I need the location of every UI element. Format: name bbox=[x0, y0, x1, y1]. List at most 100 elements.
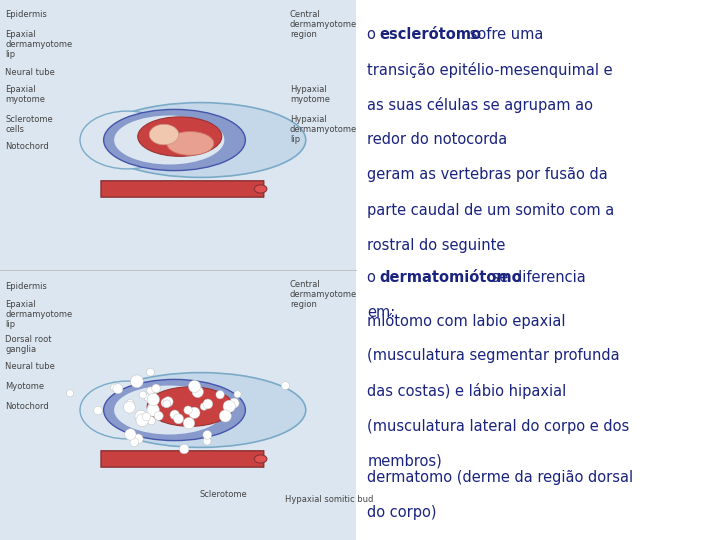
Circle shape bbox=[216, 390, 225, 399]
Text: (musculatura lateral do corpo e dos: (musculatura lateral do corpo e dos bbox=[367, 418, 629, 434]
Circle shape bbox=[154, 411, 163, 421]
Circle shape bbox=[203, 430, 212, 440]
Text: Epidermis: Epidermis bbox=[5, 10, 47, 19]
Text: do corpo): do corpo) bbox=[367, 505, 437, 520]
Circle shape bbox=[152, 384, 161, 393]
Ellipse shape bbox=[104, 380, 246, 441]
Text: Epaxial
dermamyotome
lip: Epaxial dermamyotome lip bbox=[5, 300, 72, 329]
Circle shape bbox=[124, 401, 135, 413]
Text: se diferencia: se diferencia bbox=[487, 270, 586, 285]
Text: transição epitélio-mesenquimal e: transição epitélio-mesenquimal e bbox=[367, 62, 613, 78]
Ellipse shape bbox=[138, 117, 222, 156]
Text: as suas células se agrupam ao: as suas células se agrupam ao bbox=[367, 97, 593, 113]
Text: parte caudal de um somito com a: parte caudal de um somito com a bbox=[367, 202, 614, 218]
Circle shape bbox=[192, 386, 204, 397]
Ellipse shape bbox=[166, 132, 214, 156]
Text: Epaxial
dermamyotome
lip: Epaxial dermamyotome lip bbox=[5, 30, 72, 59]
Text: o: o bbox=[367, 270, 381, 285]
Circle shape bbox=[133, 434, 143, 444]
Text: Sclerotome
cells: Sclerotome cells bbox=[5, 115, 53, 134]
Circle shape bbox=[148, 417, 156, 425]
Bar bbox=[0, 0, 356, 540]
Ellipse shape bbox=[114, 386, 225, 435]
Text: membros): membros) bbox=[367, 454, 442, 469]
Text: miótomo com labio epaxial: miótomo com labio epaxial bbox=[367, 313, 566, 329]
Ellipse shape bbox=[254, 185, 267, 193]
Circle shape bbox=[200, 403, 208, 410]
Ellipse shape bbox=[80, 381, 174, 439]
Circle shape bbox=[161, 398, 171, 408]
Text: Neural tube: Neural tube bbox=[5, 362, 55, 371]
Text: das costas) e lábio hipaxial: das costas) e lábio hipaxial bbox=[367, 383, 567, 400]
Circle shape bbox=[94, 406, 102, 415]
Circle shape bbox=[163, 397, 173, 407]
Circle shape bbox=[189, 407, 200, 419]
Circle shape bbox=[282, 382, 289, 390]
Ellipse shape bbox=[80, 111, 174, 169]
Circle shape bbox=[147, 393, 160, 406]
Text: em:: em: bbox=[367, 305, 395, 320]
Circle shape bbox=[219, 410, 231, 422]
Circle shape bbox=[113, 384, 123, 394]
Ellipse shape bbox=[104, 110, 246, 171]
Text: sofre uma: sofre uma bbox=[465, 27, 544, 42]
Text: rostral do seguinte: rostral do seguinte bbox=[367, 238, 505, 253]
Ellipse shape bbox=[114, 116, 225, 165]
Circle shape bbox=[139, 391, 147, 399]
Text: o: o bbox=[367, 27, 381, 42]
Text: dermatomiótomo: dermatomiótomo bbox=[379, 270, 522, 285]
Ellipse shape bbox=[96, 103, 306, 178]
Text: Central
dermamyotome
region: Central dermamyotome region bbox=[290, 10, 357, 39]
Circle shape bbox=[174, 414, 184, 424]
Text: geram as vertebras por fusão da: geram as vertebras por fusão da bbox=[367, 167, 608, 183]
Text: Epaxial
myotome: Epaxial myotome bbox=[5, 85, 45, 104]
Circle shape bbox=[126, 400, 134, 408]
Bar bbox=[356, 0, 720, 540]
FancyBboxPatch shape bbox=[101, 181, 264, 197]
Circle shape bbox=[66, 390, 73, 397]
Circle shape bbox=[144, 394, 151, 401]
Text: Sclerotome: Sclerotome bbox=[200, 490, 248, 499]
Circle shape bbox=[130, 375, 143, 388]
Text: Central
dermamyotome
region: Central dermamyotome region bbox=[290, 280, 357, 309]
Text: dermatomo (derme da região dorsal: dermatomo (derme da região dorsal bbox=[367, 470, 634, 485]
Circle shape bbox=[147, 404, 159, 416]
Circle shape bbox=[111, 384, 118, 392]
Ellipse shape bbox=[149, 124, 179, 145]
Text: esclerótomo: esclerótomo bbox=[379, 27, 481, 42]
Circle shape bbox=[143, 413, 150, 421]
Circle shape bbox=[125, 429, 136, 440]
Circle shape bbox=[229, 398, 239, 408]
Text: Myotome: Myotome bbox=[5, 382, 44, 391]
Circle shape bbox=[163, 400, 171, 408]
Circle shape bbox=[179, 444, 189, 454]
Text: Notochord: Notochord bbox=[5, 402, 49, 411]
Circle shape bbox=[183, 417, 194, 429]
Circle shape bbox=[203, 437, 211, 445]
Circle shape bbox=[130, 438, 138, 447]
Circle shape bbox=[189, 380, 201, 393]
Circle shape bbox=[136, 414, 148, 427]
FancyBboxPatch shape bbox=[101, 451, 264, 467]
Circle shape bbox=[148, 402, 158, 413]
Text: Dorsal root
ganglia: Dorsal root ganglia bbox=[5, 335, 52, 354]
Ellipse shape bbox=[254, 455, 267, 463]
Circle shape bbox=[147, 368, 154, 376]
Text: Neural tube: Neural tube bbox=[5, 68, 55, 77]
Ellipse shape bbox=[96, 373, 306, 448]
Circle shape bbox=[147, 387, 154, 394]
Circle shape bbox=[223, 400, 235, 413]
Circle shape bbox=[184, 406, 192, 414]
Text: Hypaxial somitic bud: Hypaxial somitic bud bbox=[285, 495, 374, 504]
Text: Hypaxial
dermamyotome
lip: Hypaxial dermamyotome lip bbox=[290, 115, 357, 144]
Text: Notochord: Notochord bbox=[5, 142, 49, 151]
Circle shape bbox=[135, 410, 147, 422]
Text: (musculatura segmentar profunda: (musculatura segmentar profunda bbox=[367, 348, 620, 363]
Circle shape bbox=[203, 399, 212, 409]
Text: Hypaxial
myotome: Hypaxial myotome bbox=[290, 85, 330, 104]
Circle shape bbox=[144, 393, 154, 403]
Text: redor do notocorda: redor do notocorda bbox=[367, 132, 508, 147]
Circle shape bbox=[234, 391, 241, 398]
Text: Epidermis: Epidermis bbox=[5, 282, 47, 291]
Circle shape bbox=[170, 410, 179, 420]
